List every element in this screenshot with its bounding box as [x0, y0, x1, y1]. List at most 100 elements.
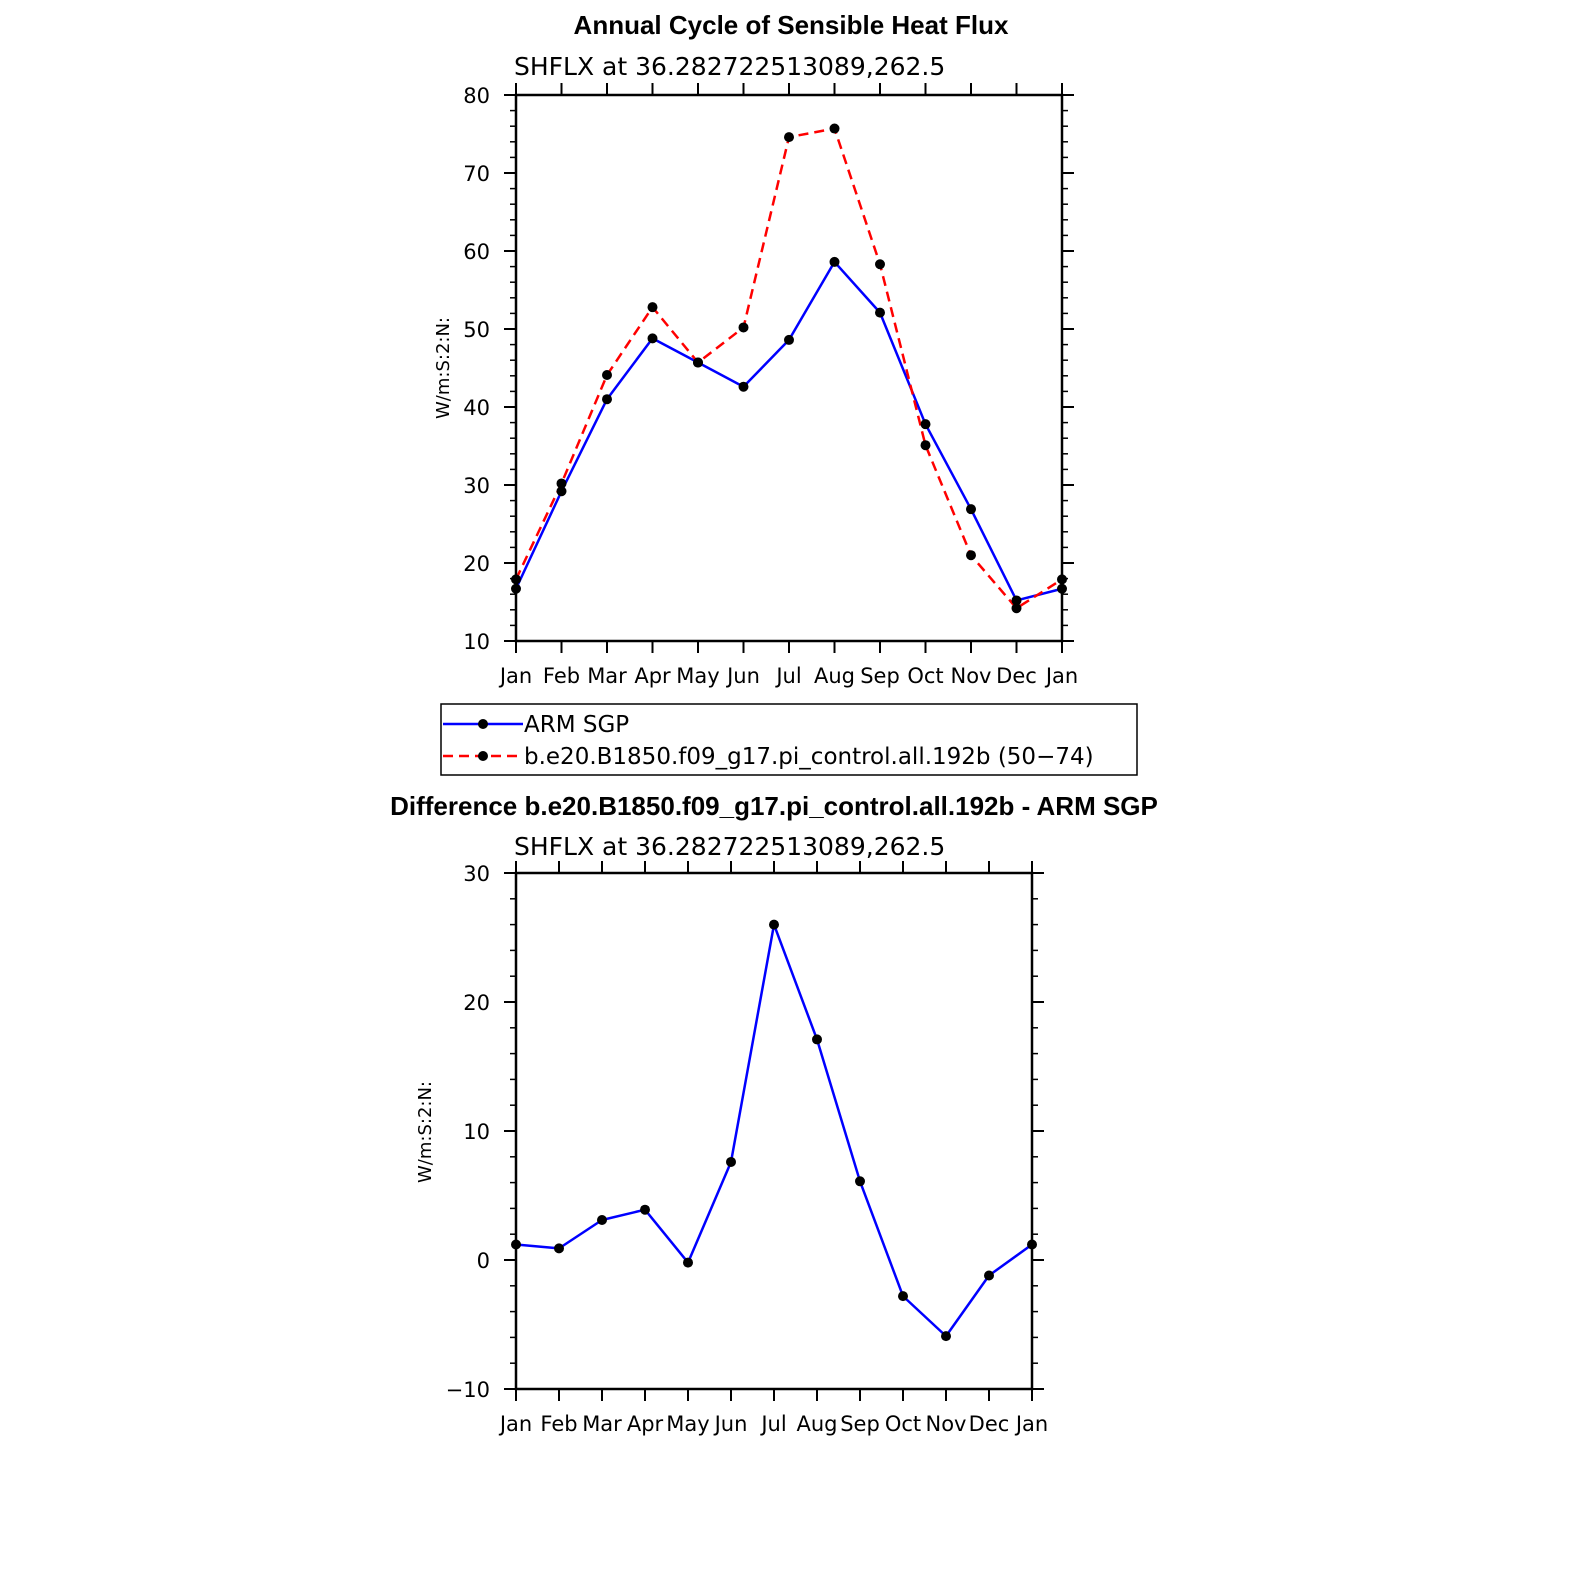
- plot-series: [511, 919, 1037, 1342]
- data-point: [784, 334, 794, 345]
- data-point: [511, 1239, 521, 1250]
- x-tick-label: Oct: [907, 664, 943, 688]
- legend-marker-model: [478, 751, 488, 761]
- data-point: [602, 394, 612, 405]
- x-tick-label: Jun: [725, 664, 760, 688]
- legend-label-model: b.e20.B1850.f09_g17.pi_control.all.192b …: [524, 744, 1094, 770]
- chart-subtitle: SHFLX at 36.282722513089,262.5: [514, 52, 945, 81]
- x-tick-label: Jun: [713, 1412, 748, 1436]
- data-point: [726, 1156, 736, 1167]
- x-tick-label: Nov: [951, 664, 992, 688]
- x-tick-label: Aug: [796, 1412, 837, 1436]
- legend-marker-arm-sgp: [478, 719, 488, 729]
- x-tick-label: Feb: [540, 1412, 577, 1436]
- data-point: [556, 478, 567, 489]
- data-point: [602, 370, 612, 381]
- data-point: [769, 919, 779, 930]
- x-tick-label: Aug: [814, 664, 855, 688]
- series-line: [514, 260, 1063, 602]
- legend: ARM SGP b.e20.B1850.f09_g17.pi_control.a…: [440, 703, 1138, 776]
- data-point: [511, 583, 521, 594]
- data-point: [898, 1291, 908, 1302]
- data-point: [855, 1176, 865, 1187]
- x-tick-label: Oct: [885, 1412, 921, 1436]
- data-point: [829, 256, 840, 267]
- chart-subtitle: SHFLX at 36.282722513089,262.5: [514, 832, 945, 861]
- chart-title: Difference b.e20.B1850.f09_g17.pi_contro…: [390, 791, 1158, 821]
- data-point: [556, 486, 567, 497]
- x-tick-label: Nov: [926, 1412, 967, 1436]
- series-line: [514, 127, 1063, 610]
- x-tick-label: May: [676, 664, 719, 688]
- data-point: [597, 1215, 607, 1226]
- data-point: [554, 1243, 564, 1254]
- y-tick-label: 60: [463, 240, 490, 264]
- x-tick-label: Jan: [1044, 664, 1078, 688]
- data-point: [941, 1331, 951, 1342]
- data-point: [920, 440, 931, 451]
- x-tick-label: Mar: [582, 1412, 622, 1436]
- data-point: [693, 357, 703, 368]
- x-tick-label: Sep: [860, 664, 900, 688]
- chart-title: Annual Cycle of Sensible Heat Flux: [574, 10, 1009, 40]
- legend-label-arm-sgp: ARM SGP: [524, 712, 629, 738]
- legend-box: [440, 703, 1138, 776]
- data-point: [829, 123, 840, 134]
- y-tick-label: 10: [463, 630, 490, 654]
- data-point: [511, 574, 521, 585]
- series-line: [515, 923, 1033, 1338]
- x-tick-label: Jan: [498, 1412, 532, 1436]
- data-point: [647, 302, 658, 313]
- data-point: [640, 1204, 650, 1215]
- y-tick-label: 20: [463, 552, 490, 576]
- data-point: [966, 504, 976, 515]
- data-point: [1057, 574, 1067, 585]
- y-tick-label: 0: [477, 1249, 490, 1273]
- x-tick-label: Apr: [627, 1412, 664, 1436]
- data-point: [966, 550, 976, 561]
- x-tick-label: Jan: [1014, 1412, 1048, 1436]
- plot-frame: [514, 93, 1064, 643]
- y-axis-label: W/m:S:2:N:: [415, 1081, 436, 1183]
- data-point: [1057, 583, 1067, 594]
- x-tick-label: Dec: [996, 664, 1037, 688]
- difference-chart: Difference b.e20.B1850.f09_g17.pi_contro…: [390, 791, 1158, 1436]
- x-tick-label: May: [666, 1412, 709, 1436]
- x-tick-label: Sep: [840, 1412, 880, 1436]
- data-point: [812, 1034, 822, 1045]
- plot-axes: Jan Feb Mar Apr May Jun Jul Aug Sep Oct Nov Dec Jan−…: [446, 861, 1048, 1436]
- y-tick-label: 10: [463, 1120, 490, 1144]
- y-tick-label: 80: [463, 84, 490, 108]
- x-tick-label: Jan: [498, 664, 532, 688]
- x-tick-label: Dec: [969, 1412, 1010, 1436]
- data-point: [875, 259, 885, 270]
- x-tick-label: Jul: [774, 664, 801, 688]
- data-point: [984, 1270, 994, 1281]
- data-point: [1027, 1239, 1037, 1250]
- data-point: [1011, 603, 1022, 614]
- plot-frame: [514, 871, 1034, 1391]
- data-point: [738, 322, 749, 333]
- x-tick-label: Feb: [543, 664, 580, 688]
- x-tick-label: Mar: [587, 664, 627, 688]
- plot-series: [511, 123, 1067, 614]
- annual-cycle-chart: Annual Cycle of Sensible Heat Flux SHFLX…: [433, 10, 1078, 688]
- y-tick-label: 50: [463, 318, 490, 342]
- y-tick-label: 30: [463, 862, 490, 886]
- y-tick-label: 70: [463, 162, 490, 186]
- x-tick-label: Jul: [759, 1412, 786, 1436]
- data-point: [683, 1257, 693, 1268]
- y-tick-label: −10: [446, 1378, 490, 1402]
- y-axis-label: W/m:S:2:N:: [433, 317, 454, 419]
- plot-axes: Jan Feb Mar Apr May Jun Jul Aug Sep Oct Nov Dec Jan 1…: [463, 83, 1078, 688]
- data-point: [738, 381, 749, 392]
- x-tick-label: Apr: [634, 664, 671, 688]
- data-point: [647, 333, 658, 344]
- data-point: [1011, 595, 1022, 606]
- data-point: [920, 419, 931, 430]
- y-tick-label: 20: [463, 991, 490, 1015]
- y-tick-label: 40: [463, 396, 490, 420]
- data-point: [784, 132, 794, 143]
- y-tick-label: 30: [463, 474, 490, 498]
